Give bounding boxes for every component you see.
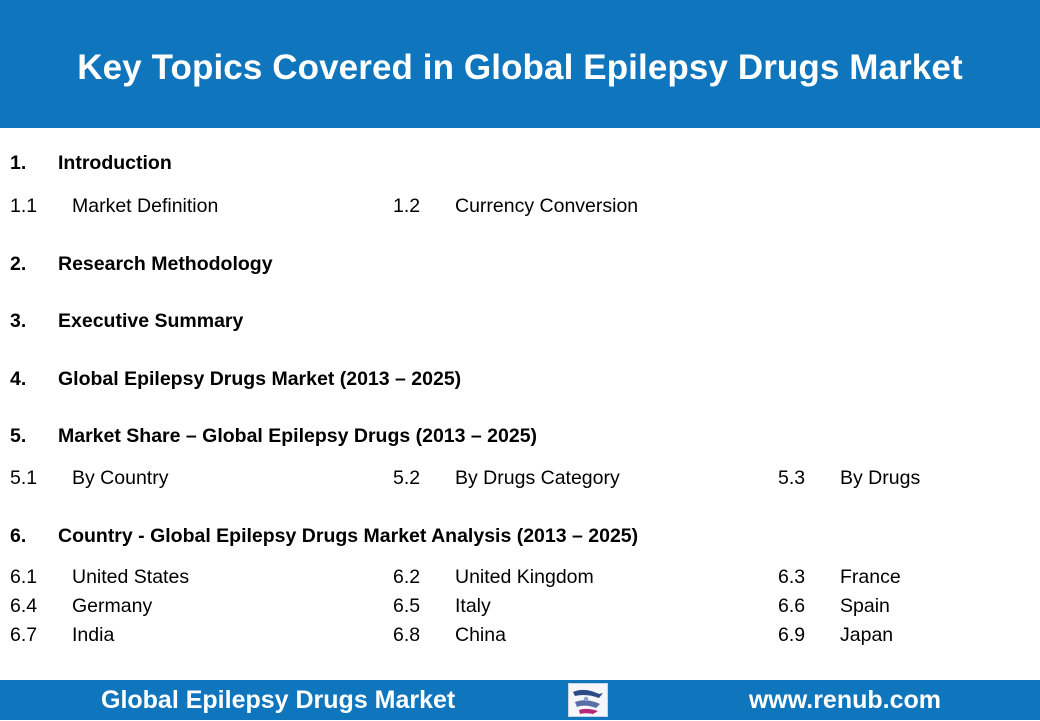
website-link[interactable]: www.renub.com (748, 686, 941, 714)
section-heading: 3. Executive Summary (10, 309, 243, 333)
section-heading: 6. Country - Global Epilepsy Drugs Market… (10, 524, 638, 548)
subsection-number: 6.4 (10, 595, 38, 617)
subsection-item: 1.1 Market Definition (10, 194, 218, 218)
section-title: Country - Global Epilepsy Drugs Market A… (58, 525, 639, 547)
subsection-label: By Drugs Category (455, 467, 620, 489)
section-number: 2. (10, 253, 27, 275)
subsection-item: 1.2 Currency Conversion (393, 194, 638, 218)
section-number: 6. (10, 525, 27, 547)
section-number: 3. (10, 310, 27, 332)
subsection-number: 6.8 (393, 624, 421, 646)
subsection-item: 6.1 United States (10, 565, 189, 589)
subsection-label: France (840, 566, 901, 588)
subsection-item: 5.3 By Drugs (778, 466, 920, 490)
section-heading: 4. Global Epilepsy Drugs Market (2013 – 2… (10, 367, 461, 391)
section-title: Global Epilepsy Drugs Market (2013 – 202… (58, 368, 462, 390)
subsection-number: 5.1 (10, 467, 38, 489)
subsection-number: 6.5 (393, 595, 421, 617)
subsection-number: 6.1 (10, 566, 38, 588)
subsection-number: 1.2 (393, 195, 421, 217)
subsection-item: 6.6 Spain (778, 594, 890, 618)
section-heading: 1. Introduction (10, 151, 172, 175)
section-title: Research Methodology (58, 253, 273, 275)
subsection-label: India (72, 624, 115, 646)
subsection-label: Spain (840, 595, 890, 617)
section-title: Market Share – Global Epilepsy Drugs (20… (58, 425, 538, 447)
subsection-item: 6.9 Japan (778, 623, 893, 647)
subsection-label: Germany (72, 595, 153, 617)
subsection-number: 5.2 (393, 467, 421, 489)
subsection-label: Japan (840, 624, 894, 646)
subsection-label: United Kingdom (455, 566, 594, 588)
subsection-item: 6.4 Germany (10, 594, 152, 618)
page-title: Key Topics Covered in Global Epilepsy Dr… (77, 48, 963, 87)
section-heading: 5. Market Share – Global Epilepsy Drugs (… (10, 424, 537, 448)
subsection-number: 6.3 (778, 566, 806, 588)
subsection-number: 1.1 (10, 195, 38, 217)
section-title: Executive Summary (58, 310, 244, 332)
section-number: 4. (10, 368, 27, 390)
subsection-label: By Drugs (840, 467, 921, 489)
renub-logo-icon (568, 683, 608, 717)
subsection-item: 6.3 France (778, 565, 901, 589)
section-number: 5. (10, 425, 27, 447)
subsection-item: 6.2 United Kingdom (393, 565, 594, 589)
header-banner: Key Topics Covered in Global Epilepsy Dr… (0, 0, 1040, 128)
subsection-item: 6.5 Italy (393, 594, 491, 618)
subsection-label: Currency Conversion (455, 195, 639, 217)
subsection-item: 6.7 India (10, 623, 114, 647)
subsection-number: 6.7 (10, 624, 38, 646)
topics-list: 1. Introduction 1.1 Market Definition 1.2 C… (10, 151, 920, 647)
subsection-label: United States (72, 566, 190, 588)
footer-bar: Global Epilepsy Drugs Market www.renub.c… (0, 680, 1040, 720)
section-heading: 2. Research Methodology (10, 252, 273, 276)
subsection-number: 6.2 (393, 566, 421, 588)
subsection-number: 6.9 (778, 624, 806, 646)
subsection-item: 5.2 By Drugs Category (393, 466, 620, 490)
subsection-label: China (455, 624, 506, 646)
subsection-label: By Country (72, 467, 169, 489)
subsection-item: 6.8 China (393, 623, 506, 647)
subsection-item: 5.1 By Country (10, 466, 168, 490)
subsection-number: 5.3 (778, 467, 806, 489)
section-number: 1. (10, 152, 27, 174)
section-title: Introduction (58, 152, 172, 174)
subsection-label: Italy (455, 595, 491, 617)
subsection-number: 6.6 (778, 595, 806, 617)
footer-title: Global Epilepsy Drugs Market (101, 686, 456, 714)
subsection-label: Market Definition (72, 195, 219, 217)
